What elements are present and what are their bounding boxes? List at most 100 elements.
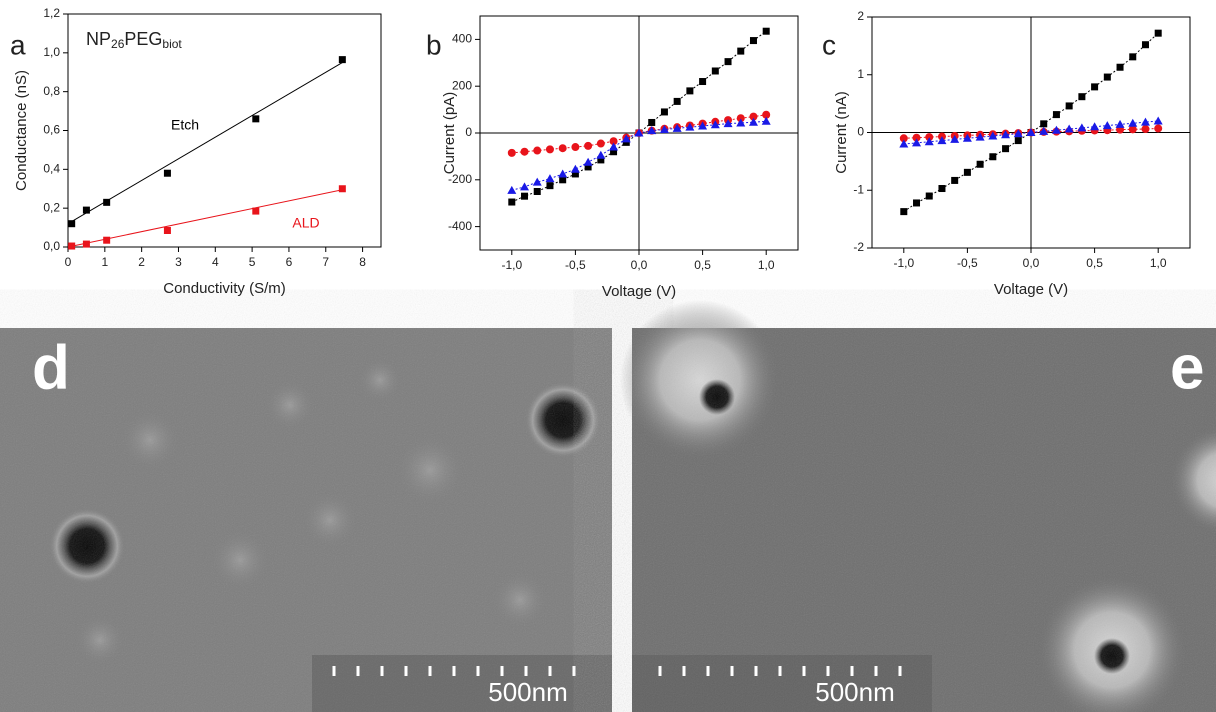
data-point: [1128, 125, 1137, 134]
x-tick-label: 4: [212, 255, 219, 269]
fit-line: [67, 189, 343, 248]
y-tick-label: 2: [857, 9, 864, 23]
data-point: [252, 207, 260, 215]
data-point: [989, 153, 997, 161]
panel-label: b: [426, 29, 442, 60]
data-point: [507, 185, 517, 194]
data-point: [963, 168, 971, 176]
title-part: NP: [86, 29, 111, 49]
data-point: [724, 58, 732, 66]
data-point: [736, 118, 746, 127]
data-point: [913, 199, 921, 207]
data-point: [698, 121, 708, 130]
series-line: [903, 120, 1159, 145]
data-point: [976, 160, 984, 168]
data-point: [622, 138, 630, 146]
title-part: 26: [111, 37, 125, 51]
data-point: [1078, 93, 1086, 101]
title-part: biot: [162, 37, 182, 51]
data-point: [1116, 63, 1124, 71]
x-tick-label: 0: [65, 255, 72, 269]
data-point: [1001, 130, 1011, 139]
data-point: [1002, 145, 1010, 153]
data-point: [546, 182, 554, 190]
data-point: [1128, 118, 1138, 127]
data-point: [338, 56, 346, 64]
data-point: [762, 110, 771, 119]
data-point: [1091, 83, 1099, 91]
data-point: [532, 177, 542, 186]
data-point: [1013, 129, 1023, 138]
data-point: [737, 47, 745, 55]
data-point: [647, 126, 657, 135]
y-tick-label: 1,2: [43, 6, 60, 20]
data-point: [1051, 125, 1061, 134]
data-point: [1014, 137, 1022, 145]
y-tick-label: 0: [465, 125, 472, 139]
data-point: [597, 156, 605, 164]
scale-bar: [658, 666, 902, 676]
y-tick-label: 1,0: [43, 45, 60, 59]
data-point: [924, 137, 934, 146]
data-point: [338, 185, 346, 193]
data-point: [749, 37, 757, 45]
data-point: [545, 174, 555, 183]
data-point: [163, 226, 171, 234]
data-point: [912, 133, 921, 142]
data-point: [584, 163, 592, 171]
data-point: [925, 192, 933, 200]
data-point: [533, 146, 542, 155]
data-point: [699, 78, 707, 86]
x-tick-label: 0,0: [1023, 256, 1040, 270]
data-point: [912, 138, 922, 147]
y-tick-label: 400: [452, 32, 472, 46]
data-point: [1153, 116, 1163, 125]
data-point: [1154, 124, 1163, 133]
x-tick-label: 2: [138, 255, 145, 269]
y-tick-label: 0,4: [43, 162, 60, 176]
series-label: ALD: [292, 215, 319, 231]
data-point: [672, 123, 682, 132]
data-point: [1102, 121, 1112, 130]
data-point: [1129, 53, 1137, 61]
data-point: [711, 67, 719, 75]
y-tick-label: -400: [448, 219, 472, 233]
data-point: [1140, 117, 1150, 126]
data-point: [558, 144, 567, 153]
x-tick-label: 7: [322, 255, 329, 269]
fit-line: [67, 62, 343, 225]
y-tick-label: 200: [452, 78, 472, 92]
data-point: [507, 148, 516, 157]
scale-bar: [332, 666, 576, 676]
data-point: [1115, 119, 1125, 128]
y-axis-label: Current (nA): [833, 91, 850, 174]
data-point: [648, 118, 656, 126]
y-tick-label: 0,2: [43, 200, 60, 214]
x-tick-label: 0,5: [694, 258, 711, 272]
data-point: [621, 134, 631, 143]
data-point: [609, 137, 618, 146]
y-tick-label: 0,0: [43, 239, 60, 253]
y-tick-label: 0,8: [43, 84, 60, 98]
data-point: [1090, 122, 1100, 131]
panel-label: d: [32, 333, 70, 402]
data-point: [68, 220, 76, 228]
data-point: [1064, 124, 1074, 133]
data-point: [571, 170, 579, 178]
data-point: [1077, 123, 1087, 132]
data-point: [559, 176, 567, 184]
data-point: [1065, 102, 1073, 110]
chart-title: NP26PEGbiot: [86, 29, 182, 51]
data-point: [736, 114, 745, 123]
x-tick-label: -0,5: [565, 258, 586, 272]
data-point: [1052, 111, 1060, 119]
data-point: [68, 242, 76, 250]
y-axis-label: Current (pA): [441, 92, 458, 175]
data-point: [545, 145, 554, 154]
data-point: [962, 133, 972, 142]
x-tick-label: 1,0: [1150, 256, 1167, 270]
data-point: [761, 116, 771, 125]
data-point: [710, 120, 720, 129]
data-point: [596, 150, 606, 159]
